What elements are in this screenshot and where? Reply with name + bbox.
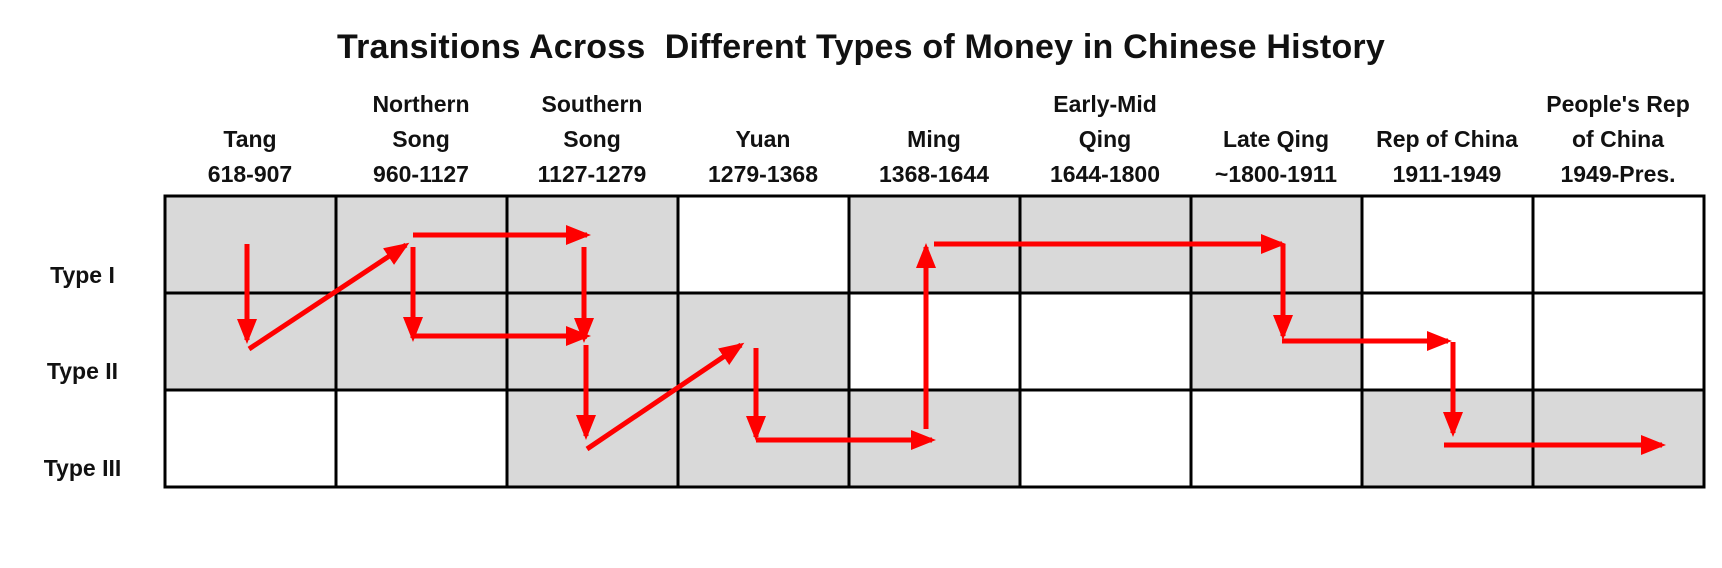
column-name-line: Ming — [907, 126, 961, 152]
column-header-3: Yuan 1279-1368 — [678, 80, 848, 192]
column-header-4: Ming 1368-1644 — [849, 80, 1019, 192]
column-header-2: Southern Song 1127-1279 — [507, 80, 677, 192]
column-header-5: Early-Mid Qing 1644-1800 — [1020, 80, 1190, 192]
column-name-line: Yuan — [735, 126, 791, 152]
row-label-1: Type I — [50, 262, 115, 288]
row-label-2: Type II — [46, 358, 119, 384]
column-header-7: Rep of China 1911-1949 — [1362, 80, 1532, 192]
column-name-line: Qing — [1078, 126, 1132, 152]
shaded-cell — [1362, 390, 1533, 487]
column-years: 1279-1368 — [708, 161, 818, 187]
column-name-line: Southern — [541, 91, 643, 117]
column-header-6: Late Qing ~1800-1911 — [1191, 80, 1361, 192]
column-header-0: Tang 618-907 — [165, 80, 335, 192]
column-name-line: Tang — [223, 126, 277, 152]
column-name-line: People's Rep — [1546, 91, 1690, 117]
column-header-8: People's Rep of China 1949-Pres. — [1533, 80, 1703, 192]
column-name-line: Song — [563, 126, 621, 152]
column-name-line: Early-Mid — [1053, 91, 1157, 117]
column-name-line: Song — [392, 126, 450, 152]
row-label-3: Type III — [43, 455, 122, 481]
column-name-line: of China — [1572, 126, 1664, 152]
column-years: 1368-1644 — [879, 161, 989, 187]
column-years: 1644-1800 — [1050, 161, 1160, 187]
column-years: 618-907 — [207, 161, 293, 187]
shaded-cell — [336, 293, 507, 390]
column-name-line: Late Qing — [1222, 126, 1330, 152]
shaded-cell — [1533, 390, 1704, 487]
shaded-cell — [165, 196, 336, 293]
column-name-line: Northern — [372, 91, 470, 117]
column-name-line: Rep of China — [1376, 126, 1518, 152]
diagram-title: Transitions Across Different Types of Mo… — [337, 28, 1385, 66]
column-years: 1911-1949 — [1392, 161, 1502, 187]
transition-arrow — [247, 242, 410, 352]
shaded-cell — [678, 293, 849, 390]
shaded-cell — [507, 196, 678, 293]
column-header-1: Northern Song 960-1127 — [336, 80, 506, 192]
column-years: ~1800-1911 — [1214, 161, 1338, 187]
shaded-cell — [507, 293, 678, 390]
column-years: 1127-1279 — [537, 161, 647, 187]
column-years: 960-1127 — [373, 161, 469, 187]
shaded-cell — [336, 196, 507, 293]
column-years: 1949-Pres. — [1560, 161, 1676, 187]
transition-arrow — [585, 342, 745, 452]
